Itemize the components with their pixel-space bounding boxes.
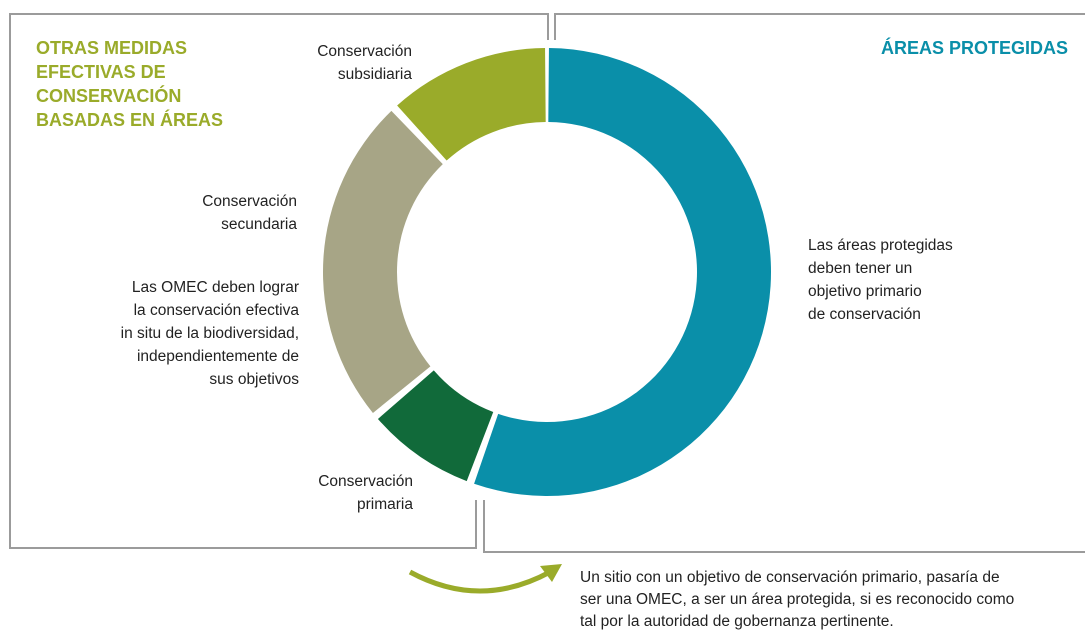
segment-label: secundaria [221, 216, 297, 233]
segment-subsidiary [397, 48, 546, 161]
footnote: ser una OMEC, a ser un área protegida, s… [580, 591, 1014, 608]
right-text: deben tener un [808, 260, 912, 277]
right-frame [483, 13, 1085, 553]
segment-label: subsidiaria [338, 66, 412, 83]
right-title: ÁREAS PROTEGIDAS [881, 37, 1068, 58]
right-text: Las áreas protegidas [808, 237, 953, 254]
left-text: sus objetivos [209, 371, 299, 388]
segment-primary [377, 370, 494, 482]
left-text: Las OMEC deben lograr [132, 279, 299, 296]
right-text: de conservación [808, 306, 921, 323]
segment-label: Conservación [318, 473, 413, 490]
left-title: EFECTIVAS DE [36, 62, 166, 82]
footnote: tal por la autoridad de gobernanza perti… [580, 613, 894, 630]
segment-secondary [322, 110, 443, 413]
left-title: CONSERVACIÓN [36, 85, 181, 106]
segment-label: primaria [357, 496, 413, 513]
segment-label: Conservación [317, 43, 412, 60]
arrow-head [540, 564, 562, 582]
segment-label: Conservación [202, 193, 297, 210]
left-text: la conservación efectiva [134, 302, 300, 319]
arrow [408, 569, 552, 594]
left-text: in situ de la biodiversidad, [121, 325, 299, 342]
donut [322, 48, 771, 496]
left-frame [9, 13, 549, 549]
left-text: independientemente de [137, 348, 299, 365]
footnote: Un sitio con un objetivo de conservación… [580, 569, 1000, 586]
segment-protected [474, 48, 771, 496]
left-title: BASADAS EN ÁREAS [36, 109, 223, 130]
left-title: OTRAS MEDIDAS [36, 38, 187, 58]
right-text: objetivo primario [808, 283, 922, 300]
